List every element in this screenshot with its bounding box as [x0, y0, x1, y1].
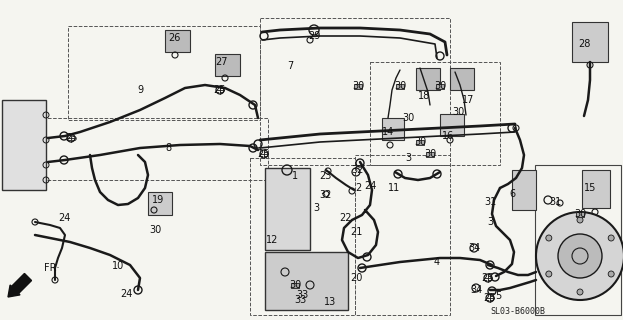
- Bar: [576, 212, 584, 217]
- Text: 34: 34: [468, 243, 480, 253]
- Text: 24: 24: [364, 181, 376, 191]
- Circle shape: [577, 217, 583, 223]
- Bar: [148, 192, 172, 215]
- Circle shape: [546, 235, 552, 241]
- Text: 1: 1: [292, 171, 298, 181]
- Bar: [426, 151, 434, 156]
- Bar: [396, 84, 404, 89]
- Bar: [250, 158, 355, 315]
- Bar: [265, 168, 310, 250]
- Bar: [2, 100, 46, 190]
- Text: 30: 30: [402, 113, 414, 123]
- Circle shape: [546, 271, 552, 277]
- Text: 30: 30: [414, 137, 426, 147]
- Text: 30: 30: [424, 149, 436, 159]
- Text: 30: 30: [574, 209, 586, 219]
- Text: 10: 10: [112, 261, 124, 271]
- Bar: [260, 18, 450, 165]
- Text: 31: 31: [484, 197, 496, 207]
- Circle shape: [577, 289, 583, 295]
- Text: 3: 3: [313, 203, 319, 213]
- Bar: [450, 68, 474, 90]
- Text: 6: 6: [509, 189, 515, 199]
- Text: 31: 31: [549, 197, 561, 207]
- Bar: [265, 252, 348, 310]
- Text: 32: 32: [352, 165, 364, 175]
- Text: 14: 14: [382, 127, 394, 137]
- Text: 32: 32: [319, 190, 331, 200]
- Text: 33: 33: [296, 290, 308, 300]
- Bar: [354, 84, 362, 89]
- FancyArrow shape: [8, 274, 32, 297]
- Bar: [291, 283, 299, 287]
- Circle shape: [558, 234, 602, 278]
- Text: 12: 12: [266, 235, 278, 245]
- Bar: [416, 140, 424, 145]
- Text: 29: 29: [308, 31, 320, 41]
- Circle shape: [608, 271, 614, 277]
- Text: 3: 3: [487, 217, 493, 227]
- Text: 2: 2: [355, 183, 361, 193]
- Bar: [440, 114, 464, 136]
- Text: 34: 34: [470, 285, 482, 295]
- Text: 18: 18: [418, 91, 430, 101]
- Bar: [382, 118, 404, 140]
- Text: 3: 3: [405, 153, 411, 163]
- Text: 5: 5: [495, 291, 501, 301]
- Text: 27: 27: [216, 57, 228, 67]
- Text: 20: 20: [350, 273, 362, 283]
- Text: 33: 33: [294, 295, 306, 305]
- Text: 28: 28: [578, 39, 590, 49]
- Bar: [572, 22, 608, 62]
- Text: 30: 30: [452, 107, 464, 117]
- Text: 25: 25: [482, 273, 494, 283]
- Text: 23: 23: [319, 171, 331, 181]
- Text: 16: 16: [442, 131, 454, 141]
- Bar: [582, 170, 610, 208]
- Text: SL03-B6000B: SL03-B6000B: [490, 307, 545, 316]
- Text: 24: 24: [58, 213, 70, 223]
- Text: 26: 26: [168, 33, 180, 43]
- Bar: [32, 118, 268, 180]
- Bar: [215, 54, 240, 76]
- Text: 11: 11: [388, 183, 400, 193]
- Text: 13: 13: [324, 297, 336, 307]
- Text: 21: 21: [350, 227, 362, 237]
- Bar: [68, 26, 260, 120]
- Text: 25: 25: [483, 293, 497, 303]
- Text: 30: 30: [434, 81, 446, 91]
- Text: 25: 25: [65, 133, 77, 143]
- Text: 30: 30: [149, 225, 161, 235]
- Text: 4: 4: [434, 257, 440, 267]
- Text: 25: 25: [258, 149, 270, 159]
- Circle shape: [608, 235, 614, 241]
- Text: 30: 30: [394, 81, 406, 91]
- Text: 30: 30: [352, 81, 364, 91]
- Text: 8: 8: [165, 143, 171, 153]
- Text: 15: 15: [584, 183, 596, 193]
- Bar: [535, 165, 621, 315]
- Bar: [165, 30, 190, 52]
- Bar: [512, 170, 536, 210]
- Text: 24: 24: [120, 289, 132, 299]
- Bar: [355, 155, 450, 315]
- Text: 7: 7: [287, 61, 293, 71]
- Text: 22: 22: [339, 213, 351, 223]
- Text: 19: 19: [152, 195, 164, 205]
- Text: 9: 9: [137, 85, 143, 95]
- Circle shape: [536, 212, 623, 300]
- Text: 17: 17: [462, 95, 474, 105]
- Bar: [416, 68, 440, 90]
- Text: FR·: FR·: [44, 263, 60, 273]
- Bar: [436, 84, 444, 89]
- Text: 30: 30: [289, 280, 301, 290]
- Text: 25: 25: [214, 85, 226, 95]
- Bar: [370, 62, 500, 165]
